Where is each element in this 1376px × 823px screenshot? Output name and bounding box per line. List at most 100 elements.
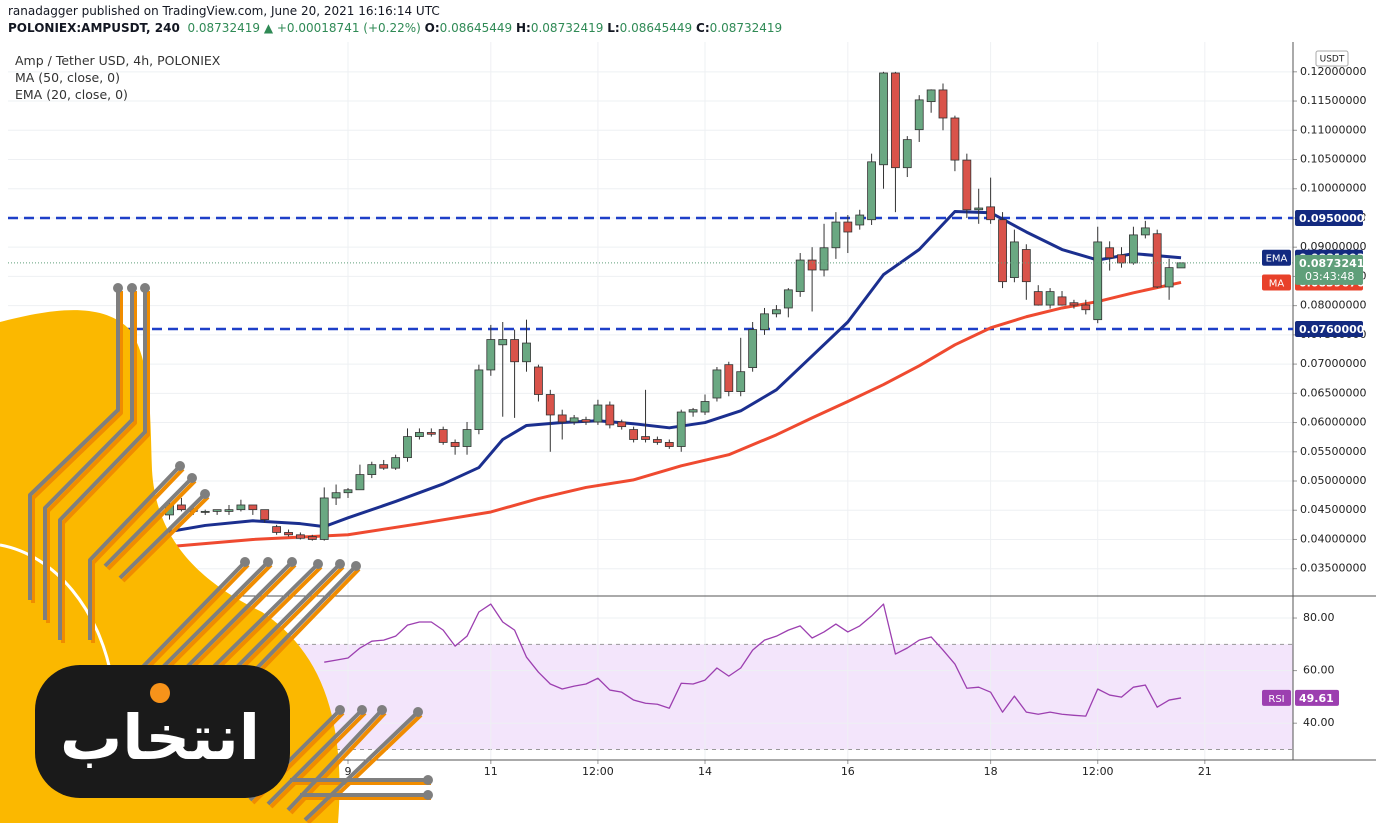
symbol-line: POLONIEX:AMPUSDT, 240 0.08732419 ▲ +0.00… bbox=[8, 21, 782, 35]
value-label: 49.61 bbox=[1299, 692, 1334, 705]
tag-label: MA bbox=[1269, 278, 1285, 289]
candle-body bbox=[391, 457, 401, 469]
y-tick-label: 0.10000000 bbox=[1300, 182, 1366, 195]
candle-body bbox=[248, 504, 258, 511]
ma-line bbox=[157, 280, 1182, 550]
x-tick-label: 12:00 bbox=[1082, 765, 1114, 778]
ohlc-value: 0.08732419 bbox=[709, 21, 783, 35]
candle-body bbox=[1009, 241, 1019, 278]
candle-body bbox=[1081, 304, 1091, 311]
candle-body bbox=[557, 414, 567, 423]
currency-badge bbox=[1315, 50, 1349, 67]
candle-body bbox=[236, 504, 246, 511]
ohlc-key: H: bbox=[516, 21, 531, 35]
candle-body bbox=[795, 259, 805, 293]
candle-body bbox=[510, 339, 519, 363]
price-label: 0.08732419 bbox=[1299, 257, 1372, 270]
logo-curve bbox=[0, 543, 114, 681]
candle-body bbox=[426, 432, 436, 435]
candle-body bbox=[272, 526, 282, 533]
candle-body bbox=[1093, 241, 1103, 321]
currency-label: USDT bbox=[1320, 55, 1345, 65]
candle-body bbox=[307, 536, 317, 540]
tag-badge bbox=[1262, 689, 1291, 706]
candle-body bbox=[986, 206, 996, 221]
level-badge bbox=[1295, 321, 1363, 338]
candle-body bbox=[522, 342, 531, 363]
x-tick-label: 14 bbox=[698, 765, 712, 778]
ohlc-value: 0.08645449 bbox=[439, 21, 513, 35]
candle-body bbox=[652, 439, 662, 443]
candle-body bbox=[843, 221, 853, 233]
candle-body bbox=[1069, 302, 1079, 306]
candle-body bbox=[1152, 233, 1162, 288]
candle-body bbox=[295, 534, 305, 539]
candle-body bbox=[902, 139, 912, 169]
candle-body bbox=[450, 442, 460, 447]
candle-body bbox=[1140, 227, 1150, 236]
candle-body bbox=[736, 371, 746, 392]
chart-title: Amp / Tether USD, 4h, POLONIEX bbox=[15, 53, 221, 68]
candle-body bbox=[534, 366, 543, 395]
candle-body bbox=[355, 474, 365, 491]
candle-body bbox=[926, 89, 936, 103]
circuit-dots bbox=[113, 283, 433, 800]
value-badge bbox=[1295, 689, 1339, 706]
candle-body bbox=[177, 504, 186, 511]
candle-body bbox=[438, 429, 448, 443]
candle-body bbox=[807, 259, 817, 271]
y-tick-label: 0.07000000 bbox=[1300, 357, 1366, 370]
candle-body bbox=[1129, 234, 1138, 264]
y-tick-label: 0.04000000 bbox=[1300, 532, 1366, 545]
candle-body bbox=[486, 339, 496, 371]
candle-body bbox=[581, 419, 591, 423]
y-tick-label: 0.05000000 bbox=[1300, 474, 1366, 487]
candle-body bbox=[641, 436, 650, 440]
candle-body bbox=[688, 409, 698, 413]
candle-body bbox=[760, 313, 769, 331]
candle-body bbox=[974, 207, 984, 211]
candle-body bbox=[1045, 291, 1055, 306]
ohlc-key: C: bbox=[696, 21, 710, 35]
candle-body bbox=[1176, 262, 1186, 269]
candle-body bbox=[415, 432, 424, 437]
ohlc-key: L: bbox=[607, 21, 620, 35]
candle-body bbox=[1105, 247, 1115, 259]
x-tick-label: 9 bbox=[345, 765, 352, 778]
y-tick-label: 60.00 bbox=[1303, 664, 1335, 677]
candle-body bbox=[1057, 296, 1067, 306]
change: +0.00018741 (+0.22%) bbox=[276, 21, 421, 35]
candle-body bbox=[938, 89, 948, 119]
candle-body bbox=[1033, 291, 1043, 306]
logo-box bbox=[35, 665, 290, 798]
candle-body bbox=[712, 369, 722, 399]
candle-body bbox=[867, 161, 876, 221]
level-badge bbox=[1295, 209, 1363, 226]
candle-body bbox=[498, 339, 508, 346]
candle-body bbox=[879, 72, 888, 166]
candle-body bbox=[343, 489, 353, 494]
x-tick-label: 16 bbox=[841, 765, 855, 778]
candle-body bbox=[831, 221, 841, 249]
y-tick-label: 80.00 bbox=[1303, 611, 1335, 624]
y-tick-label: 0.11000000 bbox=[1300, 123, 1366, 136]
watermark-logo: انتخاب bbox=[0, 283, 433, 823]
candle-body bbox=[462, 429, 472, 447]
x-tick-label: 11 bbox=[484, 765, 498, 778]
candle-body bbox=[950, 117, 960, 161]
y-tick-label: 0.05500000 bbox=[1300, 445, 1366, 458]
candle-body bbox=[891, 72, 900, 169]
y-tick-label: 0.06500000 bbox=[1300, 386, 1366, 399]
candle-body bbox=[379, 464, 389, 469]
candle-body bbox=[319, 497, 329, 540]
tag-badge bbox=[1262, 249, 1291, 266]
ohlc-value: 0.08645449 bbox=[619, 21, 693, 35]
candle-body bbox=[569, 417, 579, 423]
ohlc-key: O: bbox=[424, 21, 440, 35]
x-tick-label: 21 bbox=[1198, 765, 1212, 778]
candle-body bbox=[200, 511, 210, 513]
candle-body bbox=[629, 429, 639, 440]
tag-label: RSI bbox=[1268, 694, 1284, 705]
